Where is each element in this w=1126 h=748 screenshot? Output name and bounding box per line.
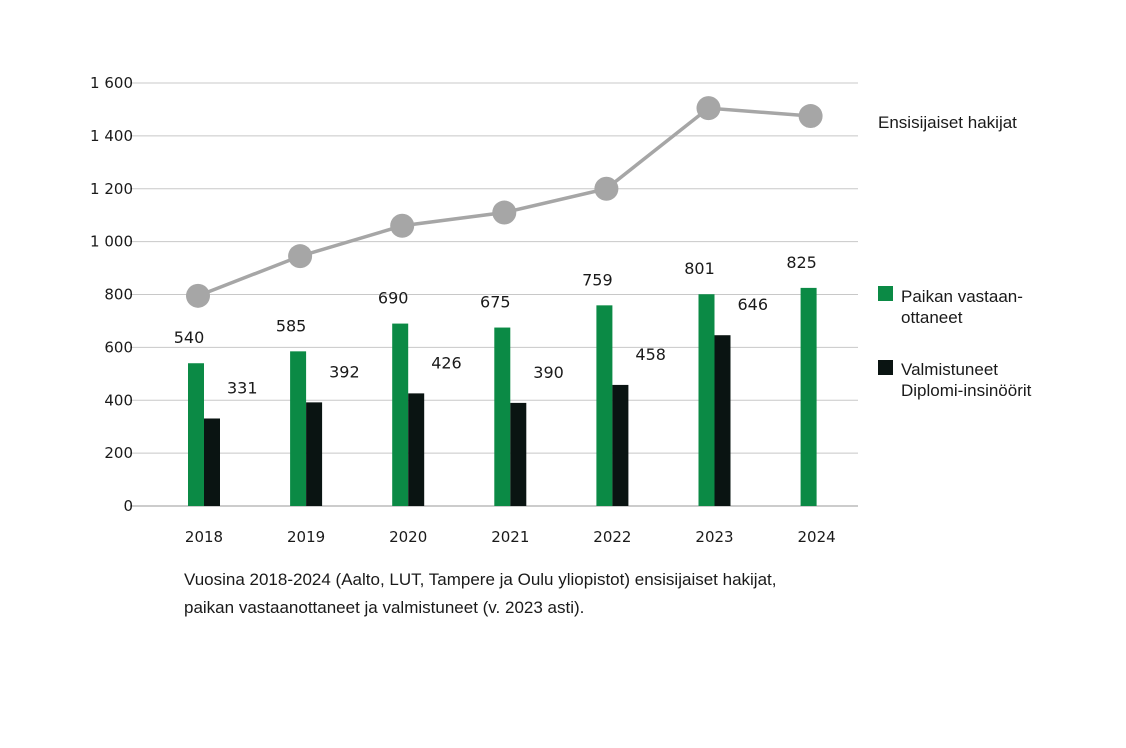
data-label-paikan-vastaanottaneet-2024: 825 [786, 253, 817, 272]
bar-valmistuneet-2020 [408, 393, 425, 506]
data-label-paikan-vastaanottaneet-2019: 585 [276, 316, 307, 335]
chart-caption: Vuosina 2018-2024 (Aalto, LUT, Tampere j… [184, 566, 944, 622]
legend-label-paikan-vastaanottaneet-1: Paikan vastaan- [901, 287, 1023, 306]
point-ensisijaiset-hakijat-2024 [798, 104, 823, 129]
y-tick-label-0: 0 [123, 497, 133, 515]
y-tick-label-1: 200 [104, 444, 133, 462]
data-label-valmistuneet-2023: 646 [738, 295, 769, 314]
x-tick-label-0: 2018 [185, 528, 223, 546]
x-tick-label-6: 2024 [798, 528, 836, 546]
y-tick-label-5: 1 000 [90, 233, 133, 251]
bar-paikan-vastaanottaneet-2023 [698, 294, 715, 506]
x-tick-label-1: 2019 [287, 528, 325, 546]
data-label-valmistuneet-2022: 458 [635, 345, 666, 364]
caption-line-2: paikan vastaanottaneet ja valmistuneet (… [184, 598, 585, 617]
point-ensisijaiset-hakijat-2023 [696, 96, 721, 121]
y-tick-label-3: 600 [104, 338, 133, 356]
x-tick-label-5: 2023 [695, 528, 733, 546]
bar-paikan-vastaanottaneet-2018 [188, 363, 204, 506]
bar-valmistuneet-2021 [510, 402, 527, 506]
data-label-paikan-vastaanottaneet-2018: 540 [174, 328, 205, 347]
bar-paikan-vastaanottaneet-2021 [494, 327, 511, 506]
bar-paikan-vastaanottaneet-2022 [596, 305, 613, 506]
data-label-valmistuneet-2019: 392 [329, 362, 360, 381]
data-label-paikan-vastaanottaneet-2022: 759 [582, 270, 613, 289]
legend-label-valmistuneet-1: Valmistuneet [901, 360, 998, 379]
data-label-valmistuneet-2020: 426 [431, 353, 462, 372]
data-label-paikan-vastaanottaneet-2020: 690 [378, 289, 409, 308]
point-ensisijaiset-hakijat-2021 [492, 200, 517, 225]
y-tick-label-6: 1 200 [90, 180, 133, 198]
point-ensisijaiset-hakijat-2018 [186, 283, 210, 308]
bar-paikan-vastaanottaneet-2024 [800, 287, 817, 506]
y-tick-label-2: 400 [104, 391, 133, 409]
caption-line-1: Vuosina 2018-2024 (Aalto, LUT, Tampere j… [184, 570, 777, 589]
legend-label-valmistuneet-2: Diplomi-insinöörit [901, 381, 1032, 400]
x-tick-label-4: 2022 [593, 528, 631, 546]
data-label-paikan-vastaanottaneet-2021: 675 [480, 293, 511, 312]
data-label-paikan-vastaanottaneet-2023: 801 [684, 259, 715, 278]
data-label-valmistuneet-2021: 390 [533, 363, 564, 382]
y-tick-label-4: 800 [104, 286, 133, 304]
point-ensisijaiset-hakijat-2020 [390, 213, 415, 238]
bar-valmistuneet-2022 [612, 384, 629, 506]
legend-label-ensisijaiset-hakijat: Ensisijaiset hakijat [878, 113, 1017, 132]
legend-label-paikan-vastaanottaneet-2: ottaneet [901, 308, 963, 327]
bar-paikan-vastaanottaneet-2020 [392, 323, 409, 506]
legend-swatch-paikan-vastaanottaneet [878, 286, 893, 301]
point-ensisijaiset-hakijat-2022 [594, 176, 619, 201]
bar-valmistuneet-2018 [204, 418, 220, 506]
point-ensisijaiset-hakijat-2019 [288, 244, 313, 269]
bar-valmistuneet-2019 [306, 402, 323, 506]
data-label-valmistuneet-2018: 331 [227, 378, 258, 397]
bar-paikan-vastaanottaneet-2019 [290, 351, 307, 506]
y-tick-label-8: 1 600 [90, 74, 133, 92]
y-tick-label-7: 1 400 [90, 127, 133, 145]
x-tick-label-2: 2020 [389, 528, 427, 546]
bar-valmistuneet-2023 [714, 335, 731, 506]
legend-swatch-valmistuneet [878, 360, 893, 375]
x-tick-label-3: 2021 [491, 528, 529, 546]
